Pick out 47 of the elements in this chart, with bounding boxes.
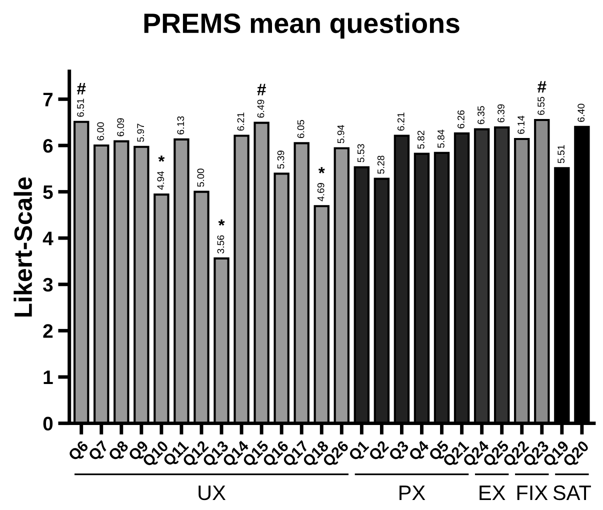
data-label: 6.55 [538,96,545,115]
data-label: 6.13 [177,116,184,134]
data-label: 6.21 [397,112,404,131]
data-label: 5.84 [438,130,444,148]
text: PX [400,486,426,500]
data-label: 6.21 [237,112,244,131]
text: EX [480,486,506,500]
data-label: 5.00 [197,168,204,187]
y-tick-label: 7 [43,92,53,106]
data-label: 3.56 [217,235,224,254]
y-tick-label: 1 [44,370,53,384]
data-label: 4.94 [157,171,164,190]
data-label: 5.82 [417,130,424,149]
data-label: 5.51 [558,145,565,164]
annotation: * [158,156,165,162]
data-label: 6.26 [458,110,464,128]
y-axis-title: Likert-Scale [14,177,32,317]
y-tick-label: 2 [43,324,53,338]
data-label: 6.14 [518,116,524,134]
annotation: # [257,84,266,96]
chart-title: PREMS mean questions [144,12,460,39]
data-label: 5.28 [377,156,384,174]
data-label: 4.69 [317,183,324,202]
data-label: 6.35 [478,106,484,124]
data-label: 5.53 [357,144,364,162]
data-label: 6.39 [498,104,504,122]
annotation: # [538,81,546,92]
y-tick-label: 0 [43,416,53,431]
text: SAT [553,485,591,500]
annotation: * [318,167,325,174]
y-tick-label: 5 [43,185,53,200]
data-label: 6.00 [97,122,104,140]
text: FIX [517,486,548,500]
text: UX [198,486,226,500]
data-label: 6.05 [297,120,304,138]
y-tick-label: 3 [43,278,53,292]
data-label: 5.97 [137,124,144,142]
data-label: 5.94 [337,124,344,144]
annotation: * [218,219,225,226]
data-label: 6.51 [77,98,84,117]
y-tick-label: 4 [42,232,54,246]
data-label: 5.39 [277,150,284,169]
data-label: 6.09 [117,118,124,136]
y-tick-label: 6 [43,138,53,153]
annotation: # [77,82,86,94]
data-label: 6.40 [578,104,585,122]
data-label: 6.49 [257,100,264,118]
